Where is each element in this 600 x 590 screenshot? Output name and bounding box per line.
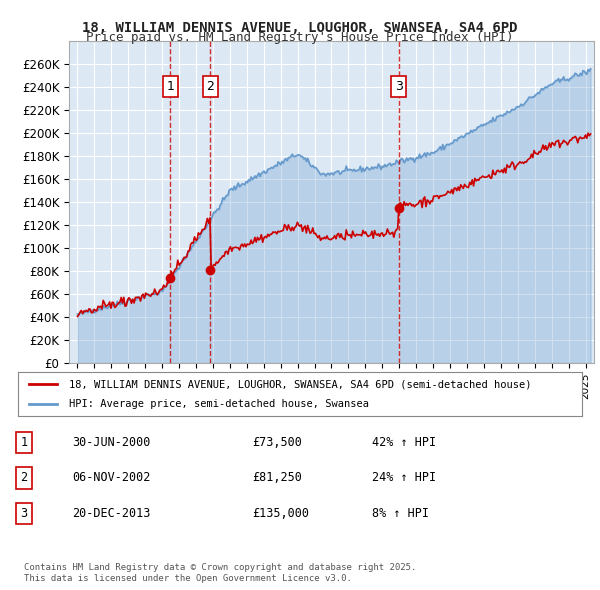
Text: 1: 1 [20,436,28,449]
Text: £73,500: £73,500 [252,436,302,449]
Text: £135,000: £135,000 [252,507,309,520]
Text: 3: 3 [20,507,28,520]
Text: 24% ↑ HPI: 24% ↑ HPI [372,471,436,484]
Text: £81,250: £81,250 [252,471,302,484]
Text: 18, WILLIAM DENNIS AVENUE, LOUGHOR, SWANSEA, SA4 6PD (semi-detached house): 18, WILLIAM DENNIS AVENUE, LOUGHOR, SWAN… [69,380,531,390]
Text: Contains HM Land Registry data © Crown copyright and database right 2025.
This d: Contains HM Land Registry data © Crown c… [24,563,416,583]
Text: 20-DEC-2013: 20-DEC-2013 [72,507,151,520]
Text: 06-NOV-2002: 06-NOV-2002 [72,471,151,484]
Text: 1: 1 [167,80,175,93]
Text: HPI: Average price, semi-detached house, Swansea: HPI: Average price, semi-detached house,… [69,399,369,409]
Text: 3: 3 [395,80,403,93]
Text: 2: 2 [20,471,28,484]
Text: 30-JUN-2000: 30-JUN-2000 [72,436,151,449]
Text: 8% ↑ HPI: 8% ↑ HPI [372,507,429,520]
Text: Price paid vs. HM Land Registry's House Price Index (HPI): Price paid vs. HM Land Registry's House … [86,31,514,44]
Text: 42% ↑ HPI: 42% ↑ HPI [372,436,436,449]
Text: 2: 2 [206,80,214,93]
Text: 18, WILLIAM DENNIS AVENUE, LOUGHOR, SWANSEA, SA4 6PD: 18, WILLIAM DENNIS AVENUE, LOUGHOR, SWAN… [82,21,518,35]
